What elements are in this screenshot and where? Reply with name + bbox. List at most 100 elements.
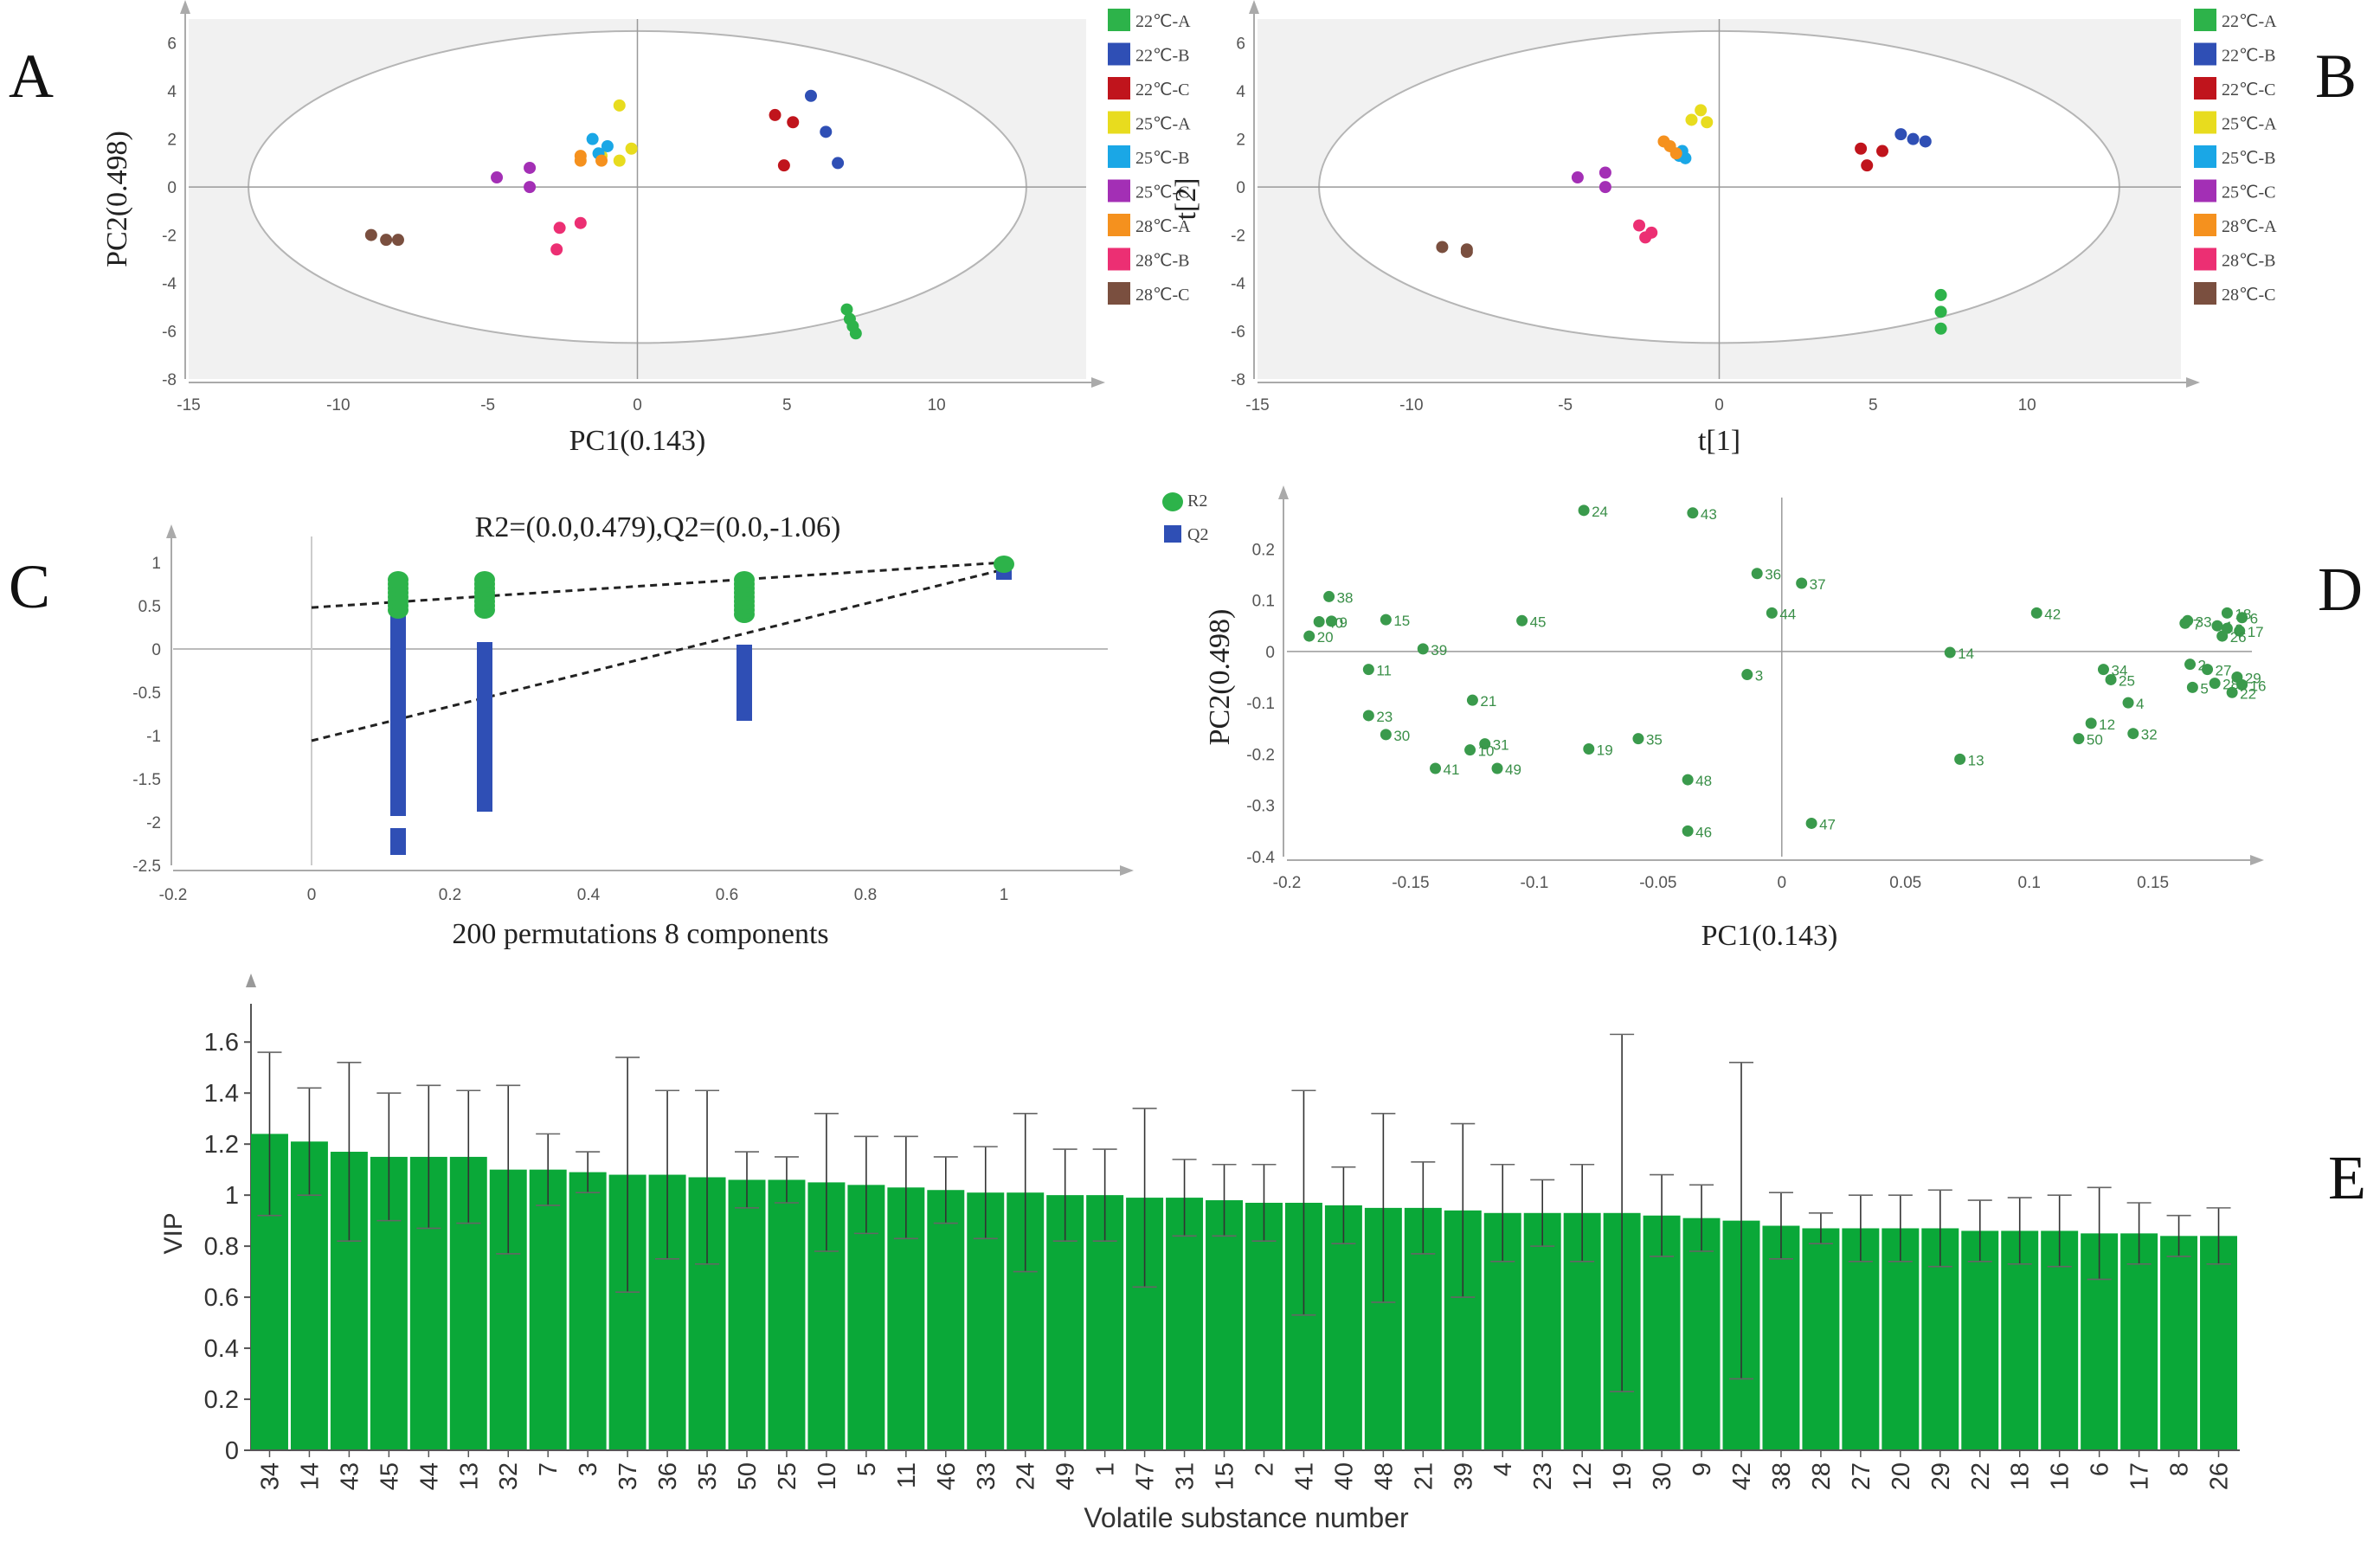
legend-label: 22℃-B — [1135, 47, 1189, 66]
y-tick-label: -6 — [1231, 324, 1245, 342]
legend-label: 25℃-A — [1135, 115, 1191, 134]
loading-point — [2184, 659, 2197, 671]
loading-point-label: 12 — [2099, 716, 2115, 733]
loading-point-label: 30 — [1393, 728, 1410, 744]
loading-point-label: 50 — [2087, 732, 2103, 749]
x-tick-label: 19 — [1609, 1462, 1637, 1490]
data-point — [574, 154, 587, 167]
legend-marker-r2 — [1162, 492, 1183, 511]
vip-bar — [529, 1169, 567, 1450]
loading-point — [2211, 620, 2223, 632]
loading-point — [1380, 614, 1392, 626]
data-point — [601, 139, 614, 152]
loading-point — [1751, 568, 1763, 580]
panel-letter-b: B — [2315, 42, 2357, 111]
x-axis-title: t[1] — [1698, 425, 1740, 457]
vip-bar — [2160, 1236, 2198, 1450]
regression-line-q2 — [311, 568, 1005, 742]
loading-point-label: 33 — [2196, 614, 2212, 630]
x-tick-label: 3 — [575, 1462, 602, 1476]
x-tick-label: 5 — [782, 396, 792, 414]
legend-swatch — [2194, 179, 2216, 202]
y-tick-label: 1.2 — [204, 1131, 239, 1159]
y-tick-label: 0.8 — [204, 1233, 239, 1261]
y-tick-label: -8 — [1231, 371, 1245, 389]
loading-point — [2127, 728, 2139, 740]
loading-point — [2216, 630, 2229, 642]
legend-swatch — [2194, 145, 2216, 168]
y-axis-title: PC2(0.498) — [1204, 609, 1236, 746]
vip-bar — [1166, 1198, 1204, 1450]
y-tick-label: 0.5 — [138, 598, 161, 616]
loading-point — [1464, 744, 1476, 756]
loading-point-label: 13 — [1968, 752, 1984, 768]
vip-bar — [1206, 1200, 1243, 1450]
legend-label: 25℃-C — [2222, 183, 2275, 202]
data-point — [550, 243, 563, 256]
y-tick-label: -2 — [162, 228, 177, 246]
y-tick-label: 0.1 — [1252, 593, 1275, 611]
x-tick-label: 0 — [633, 396, 642, 414]
y-axis-title: VIP — [159, 1212, 188, 1254]
loading-point — [2226, 686, 2238, 698]
legend-label: 25℃-B — [1135, 149, 1189, 168]
x-axis-arrow — [2250, 855, 2264, 865]
data-point — [1934, 322, 1947, 335]
vip-bar — [1802, 1228, 1840, 1450]
data-point — [777, 159, 790, 172]
r2-marker — [388, 571, 408, 588]
y-tick-label: 0 — [151, 641, 161, 659]
y-tick-label: -1.5 — [132, 771, 161, 789]
loading-point-label: 4 — [2136, 696, 2144, 712]
loading-point — [2122, 697, 2134, 709]
legend-swatch — [1108, 145, 1130, 168]
x-axis-title: Volatile substance number — [1084, 1502, 1409, 1533]
loading-point-label: 14 — [1958, 646, 1974, 662]
loading-point — [1323, 590, 1335, 602]
data-point — [625, 142, 638, 155]
x-axis-arrow — [2186, 377, 2200, 388]
legend-label: 28℃-B — [2222, 252, 2275, 271]
x-tick-label: 37 — [614, 1462, 642, 1490]
x-axis-title: PC1(0.143) — [1701, 920, 1838, 952]
data-point — [491, 171, 504, 184]
legend-swatch — [1108, 282, 1130, 305]
x-tick-label: -0.1 — [1521, 874, 1549, 892]
x-tick-label: 42 — [1728, 1462, 1756, 1490]
vip-bar — [1682, 1218, 1721, 1450]
loading-point-label: 27 — [2216, 663, 2232, 679]
y-tick-label: 6 — [167, 35, 177, 54]
loading-point — [2182, 614, 2194, 626]
loading-point — [1687, 507, 1699, 519]
legend-label: 22℃-B — [2222, 47, 2275, 66]
legend-label: 28℃-C — [2222, 286, 2275, 305]
loading-point — [2030, 607, 2042, 619]
loading-point-label: 9 — [1339, 614, 1347, 631]
data-point — [595, 154, 608, 167]
x-tick-label: 0.1 — [2017, 874, 2040, 892]
loading-point-label: 43 — [1701, 506, 1717, 523]
y-tick-label: -1 — [146, 728, 161, 746]
x-tick-label: 50 — [734, 1462, 762, 1490]
x-tick-label: 5 — [1869, 396, 1878, 414]
y-tick-label: 2 — [1236, 132, 1245, 150]
loading-point — [1313, 615, 1325, 627]
x-tick-label: 20 — [1888, 1462, 1915, 1490]
data-point — [1598, 166, 1611, 179]
loading-point — [2186, 681, 2198, 693]
x-tick-label: 18 — [2007, 1462, 2035, 1490]
x-tick-label: 15 — [1212, 1462, 1239, 1490]
q2-marker — [390, 841, 406, 855]
x-tick-label: 38 — [1768, 1462, 1796, 1490]
loading-point-label: 35 — [1646, 732, 1663, 749]
loading-point — [1954, 753, 1966, 765]
loading-point — [2202, 664, 2214, 676]
panel-a-score-plot: -15 -10 -5 0 5 10 -8 -6 -4 -2 0 2 4 6 PC1(0.143) PC2(0.… — [101, 0, 1191, 457]
x-tick-label: 32 — [495, 1462, 523, 1490]
y-tick-label: -2.5 — [132, 858, 161, 876]
loading-point-label: 17 — [2248, 624, 2264, 640]
x-tick-label: 49 — [1052, 1462, 1080, 1490]
x-axis-title: PC1(0.143) — [569, 425, 706, 457]
data-point — [1894, 128, 1907, 141]
x-tick-label: 33 — [973, 1462, 1000, 1490]
